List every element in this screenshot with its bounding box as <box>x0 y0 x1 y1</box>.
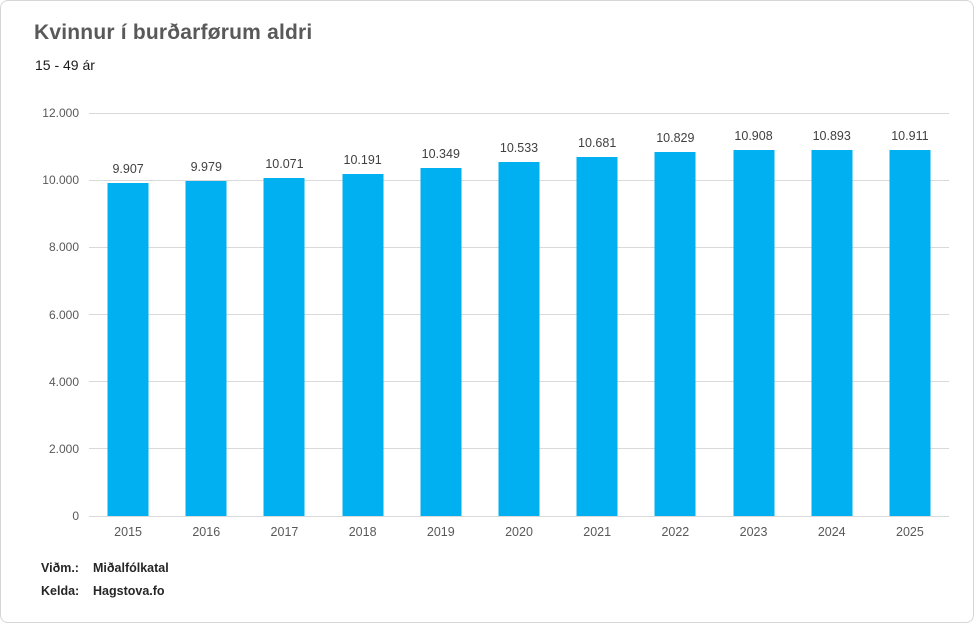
bar-value-label: 10.829 <box>656 131 695 146</box>
y-tick-label: 4.000 <box>48 374 79 389</box>
bar-value-label: 10.349 <box>421 147 460 162</box>
bar-2025 <box>889 149 931 516</box>
bar-value-label: 9.907 <box>112 162 144 177</box>
bar-slot: 10.071 <box>245 113 323 516</box>
bar-slot: 10.533 <box>480 113 558 516</box>
bar-2024 <box>811 150 853 516</box>
footer-label: Kelda: <box>41 584 80 598</box>
bar-value-label: 9.979 <box>190 159 222 174</box>
bar-value-label: 10.893 <box>812 129 851 144</box>
bar-2020 <box>498 162 540 516</box>
x-tick-label: 2018 <box>348 525 377 539</box>
bar-slot: 9.979 <box>167 113 245 516</box>
x-tick-label: 2020 <box>505 525 533 539</box>
y-axis: 0 2.000 4.000 6.000 8.000 10.000 12.000 <box>1 106 79 523</box>
chart-title: Kvinnur í burðarførum aldri <box>34 21 313 44</box>
x-tick-label: 2019 <box>426 525 455 539</box>
bar-2019 <box>420 168 462 516</box>
bar-slot: 10.893 <box>793 113 871 516</box>
plot-area: 9.907 9.979 10.071 10.191 10.349 10.533 10.681… <box>89 112 949 517</box>
footer-value: Hagstova.fo <box>93 584 165 598</box>
bar-2015 <box>107 183 149 516</box>
chart-footer: Viðm.: Miðalfólkatal Kelda: Hagstova.fo <box>41 561 169 607</box>
gridline <box>89 515 949 517</box>
bar-value-label: 10.908 <box>734 128 773 143</box>
x-tick-label: 2017 <box>270 525 299 539</box>
bar-2017 <box>263 177 305 516</box>
footer-row-kelda: Kelda: Hagstova.fo <box>41 584 169 598</box>
x-tick-label: 2025 <box>896 525 924 539</box>
bar-slot: 9.907 <box>89 113 167 516</box>
x-tick-label: 2023 <box>739 525 768 539</box>
bar-value-label: 10.191 <box>343 152 382 167</box>
bar-slot: 10.191 <box>324 113 402 516</box>
bar-2023 <box>733 149 775 516</box>
bar-2016 <box>185 180 227 516</box>
gridline <box>89 112 949 114</box>
y-tick-label: 12.000 <box>42 106 79 120</box>
bar-slot: 10.829 <box>636 113 714 516</box>
y-tick-label: 0 <box>72 509 79 523</box>
bar-2022 <box>654 152 696 516</box>
y-tick-label: 8.000 <box>48 240 79 255</box>
bar-value-label: 10.911 <box>891 128 929 143</box>
x-axis: 2015 2016 2017 2018 2019 2020 2021 2022 2023 2024… <box>89 525 949 543</box>
chart-subtitle: 15 - 49 ár <box>35 57 95 73</box>
x-tick-label: 2022 <box>661 525 690 539</box>
bar-value-label: 10.071 <box>265 156 304 171</box>
x-tick-label: 2021 <box>583 525 612 539</box>
x-tick-label: 2015 <box>114 525 142 539</box>
x-tick-label: 2024 <box>817 525 846 539</box>
bar-value-label: 10.533 <box>499 141 539 156</box>
bar-2018 <box>342 173 384 516</box>
bar-slot: 10.911 <box>871 113 949 516</box>
footer-row-vidm: Viðm.: Miðalfólkatal <box>41 561 169 575</box>
bar-slot: 10.908 <box>714 113 792 516</box>
bar-slot: 10.681 <box>558 113 636 516</box>
bar-slot: 10.349 <box>402 113 480 516</box>
footer-label: Viðm.: <box>41 561 79 575</box>
y-tick-label: 2.000 <box>48 441 79 456</box>
bar-value-label: 10.681 <box>578 136 617 151</box>
y-tick-label: 10.000 <box>42 173 79 188</box>
footer-value: Miðalfólkatal <box>93 561 169 575</box>
bar-2021 <box>576 157 618 516</box>
y-tick-label: 6.000 <box>48 307 79 322</box>
x-tick-label: 2016 <box>192 525 221 539</box>
